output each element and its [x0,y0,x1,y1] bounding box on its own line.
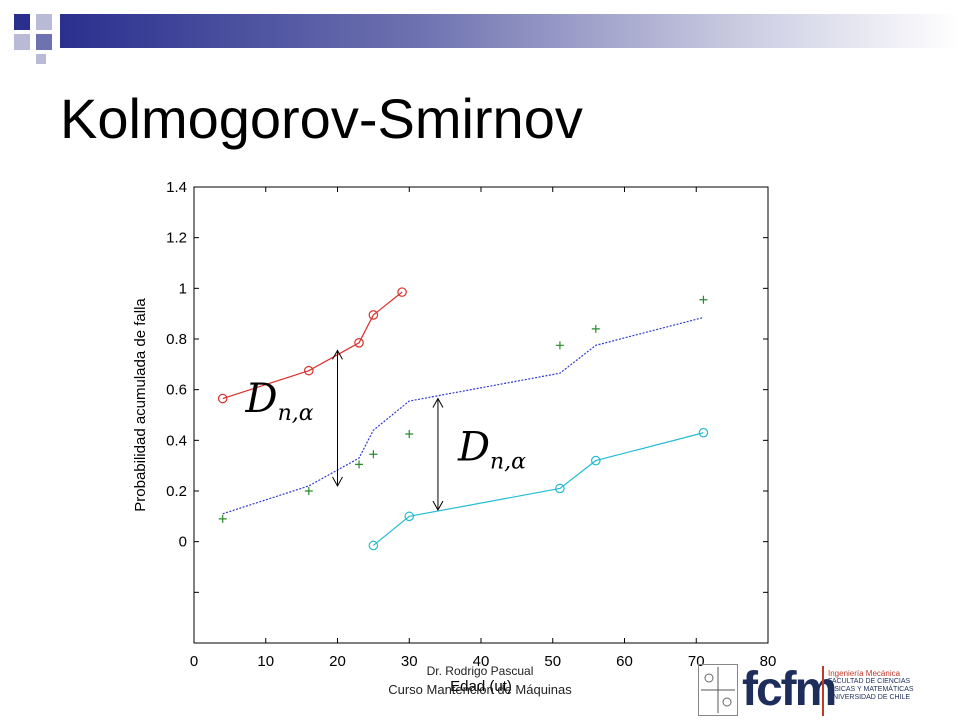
series-2-point [404,511,415,522]
series-3-point [218,514,227,523]
x-tick-label: 40 [473,653,490,670]
faculty-line-3: FÍSICAS Y MATEMÁTICAS [828,686,914,693]
footer-author: Dr. Rodrigo Pascual [426,664,534,678]
y-tick-label: 0.2 [166,483,187,500]
x-tick-label: 30 [401,653,418,670]
dn-arrowhead [432,397,444,408]
x-tick-label: 60 [616,653,633,670]
dn-label: Dn,α [457,424,526,474]
x-tick-label: 50 [544,653,561,670]
series-1-line [222,316,704,515]
series-0-point [217,393,228,404]
series-0-point [354,337,364,348]
series-0-point [303,365,314,376]
university-seal [698,664,738,716]
faculty-line-1: Ingeniería Mecánica [828,669,901,678]
deco-square-navy [36,34,52,50]
series-2-point [555,483,565,494]
y-tick-label: 0.6 [166,382,187,399]
y-tick-label: 0.8 [166,331,187,348]
deco-square-light [14,34,30,50]
series-3-point [355,460,364,469]
y-tick-label: 0.4 [166,432,187,449]
x-tick-label: 80 [760,653,777,670]
series-0-point [368,310,379,320]
dn-arrowhead [332,476,343,487]
fcfm-logo: fcfm [742,663,837,716]
footer-course: Curso Mantención de Máquinas [388,682,572,697]
y-tick-label: 1 [179,280,187,297]
y-tick-label: 1.4 [166,179,187,196]
series-2-line [372,432,704,546]
series-0-point [397,287,407,297]
faculty-line-2: FACULTAD DE CIENCIAS [828,678,911,685]
series-3-point [369,450,378,459]
slide-title: Kolmogorov-Smirnov [60,87,583,150]
series-2-point [698,427,709,438]
series-2-point [368,540,379,551]
x-tick-label: 70 [688,653,705,670]
dn-label: Dn,α [245,376,314,426]
series-3-point [555,341,564,350]
faculty-line-4: UNIVERSIDAD DE CHILE [828,694,911,701]
series-2-point [590,455,601,466]
y-axis-label: Probabilidad acumulada de falla [132,298,149,512]
series-3-point [591,324,600,333]
title-bar [60,14,960,48]
x-tick-label: 0 [190,653,198,670]
deco-square-light [36,54,46,64]
x-tick-label: 10 [257,653,274,670]
dn-arrowhead [332,349,343,360]
y-tick-label: 0 [179,534,187,551]
faculty-text: Ingeniería Mecánica FACULTAD DE CIENCIAS… [828,670,914,702]
y-tick-label: 1.2 [166,230,187,247]
dn-arrowhead [432,500,444,512]
deco-square-light [36,14,52,30]
deco-square-navy [14,14,30,30]
logo-divider [822,666,824,716]
series-3-point [699,295,708,304]
series-3-point [405,430,414,438]
series-0-line [222,291,403,400]
dn-subscript: n,α [278,401,314,426]
series-3-point [304,487,313,495]
x-tick-label: 20 [329,653,346,670]
x-axis-label: Edad (ut) [450,678,512,695]
dn-subscript: n,α [490,449,526,474]
